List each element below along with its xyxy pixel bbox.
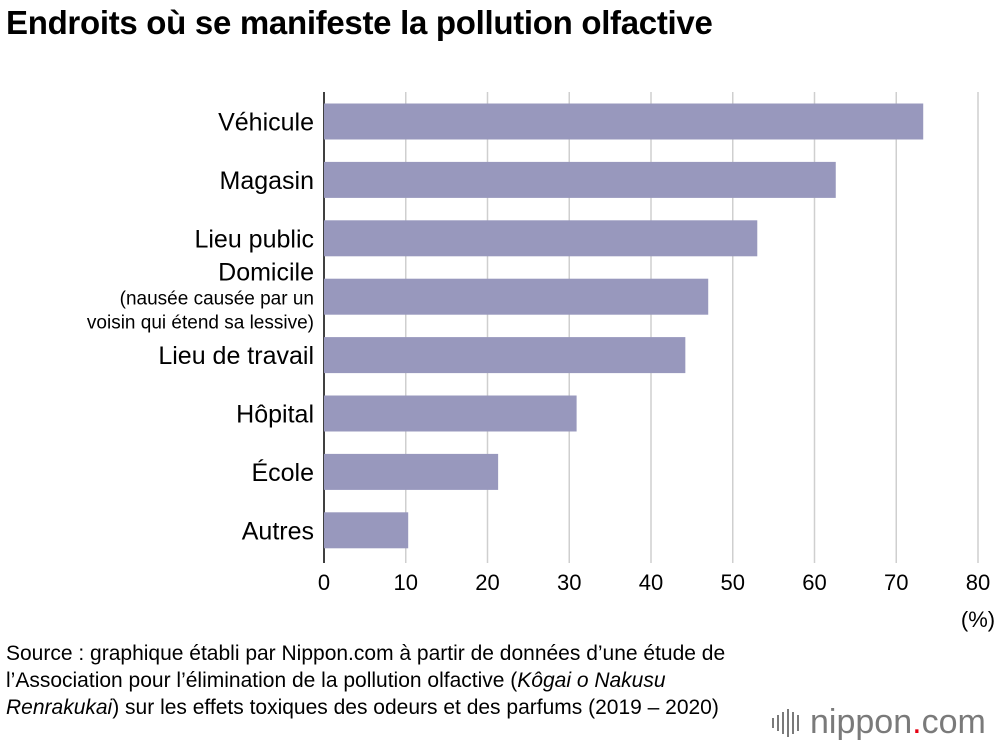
x-tick-label: 0	[318, 570, 330, 595]
chart-title: Endroits où se manifeste la pollution ol…	[6, 4, 713, 41]
logo-mark-icon	[772, 708, 802, 737]
x-tick-label: 70	[884, 570, 908, 595]
nippon-logo: nippon.com	[772, 703, 986, 742]
x-tick-label: 50	[721, 570, 745, 595]
bar	[324, 278, 709, 315]
source-note: Source : graphique établi par Nippon.com…	[6, 640, 766, 721]
category-label-note: (nausée causée par un	[120, 289, 314, 310]
category-label-note: voisin qui étend sa lessive)	[87, 313, 314, 334]
bar	[324, 395, 577, 432]
x-tick-label: 30	[557, 570, 581, 595]
bar	[324, 103, 924, 140]
bar-chart: Véhicule Magasin Lieu public Domicile(nausé…	[87, 92, 995, 632]
bar	[324, 453, 499, 490]
category-label: Magasin	[220, 167, 315, 195]
logo-text: nippon.com	[810, 703, 986, 741]
category-label: Autres	[242, 517, 314, 545]
x-tick-label: 10	[394, 570, 418, 595]
source-text-italic: Kôgai o Nakusu Renrakukai	[6, 669, 666, 719]
bars	[324, 103, 924, 549]
x-tick-label: 40	[639, 570, 663, 595]
source-text-end: ) sur les effets toxiques des odeurs et …	[112, 696, 719, 719]
x-tick-label: 80	[966, 570, 990, 595]
category-label: Domicile	[218, 259, 314, 287]
category-label: Lieu de travail	[158, 342, 314, 370]
bar	[324, 220, 758, 257]
category-labels: Véhicule Magasin Lieu public Domicile(nausé…	[87, 109, 314, 546]
bar	[324, 161, 836, 198]
bar	[324, 337, 686, 374]
category-label: Hôpital	[236, 401, 314, 429]
x-tick-labels: 0 10 20 30 40 50 60 70 80	[318, 570, 990, 595]
x-tick-label: 60	[802, 570, 826, 595]
x-tick-label: 20	[475, 570, 499, 595]
category-label: Lieu public	[194, 225, 314, 253]
category-label: École	[251, 458, 314, 487]
bar	[324, 512, 409, 549]
category-label: Véhicule	[218, 109, 314, 137]
source-text-start: Source : graphique établi par Nippon.com…	[6, 642, 726, 692]
unit-label: (%)	[961, 607, 995, 632]
